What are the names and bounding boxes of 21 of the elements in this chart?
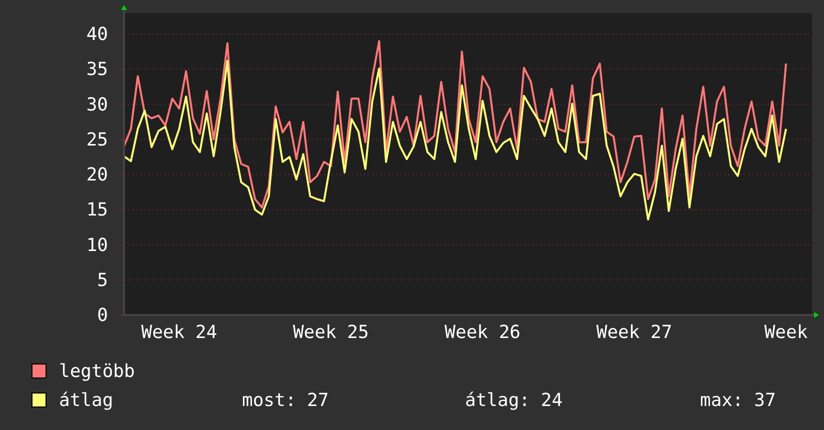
x-tick-label: Week 24 [141,322,218,343]
y-tick-label: 15 [86,200,108,221]
x-tick-label: Week 26 [444,322,521,343]
y-tick-label: 0 [97,305,108,326]
y-tick-label: 20 [86,164,108,186]
line-series [123,40,787,209]
line-series [123,60,787,220]
x-tick-label: Week [764,322,808,343]
legend-label: átlag [59,390,114,411]
legend-label: legtöbb [59,361,135,382]
y-tick-label: 25 [86,129,108,150]
y-tick-label: 30 [86,94,108,116]
text: max: 37 [700,390,776,411]
x-tick-label: Week 25 [292,322,369,343]
y-tick-label: 35 [86,59,108,80]
text: most: 27 [242,390,329,411]
text: átlag: 24 [465,390,563,411]
x-tick-label: Week 27 [596,322,672,343]
y-tick-label: 40 [86,24,108,46]
y-tick-label: 10 [86,234,108,256]
y-tick-label: 5 [97,270,108,291]
